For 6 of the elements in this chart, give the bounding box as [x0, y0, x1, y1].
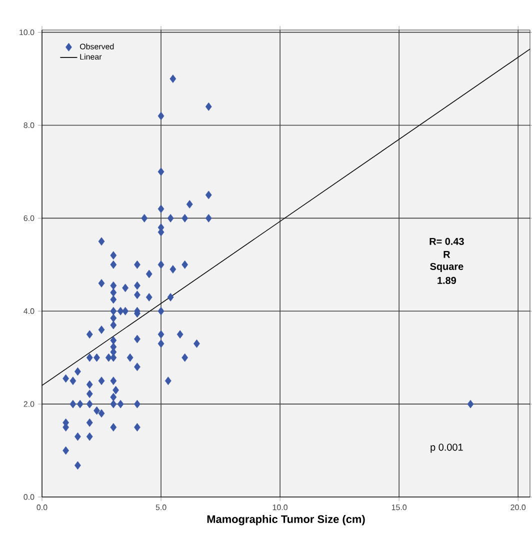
annotation: R: [444, 251, 450, 258]
annotation: 1.89: [438, 276, 456, 284]
annotation: Square: [430, 262, 464, 272]
annotation: p 0.001: [430, 444, 463, 453]
annotation: R= 0.43: [430, 238, 464, 245]
x-axis-title: Mamographic Tumor Size (cm): [207, 514, 365, 526]
